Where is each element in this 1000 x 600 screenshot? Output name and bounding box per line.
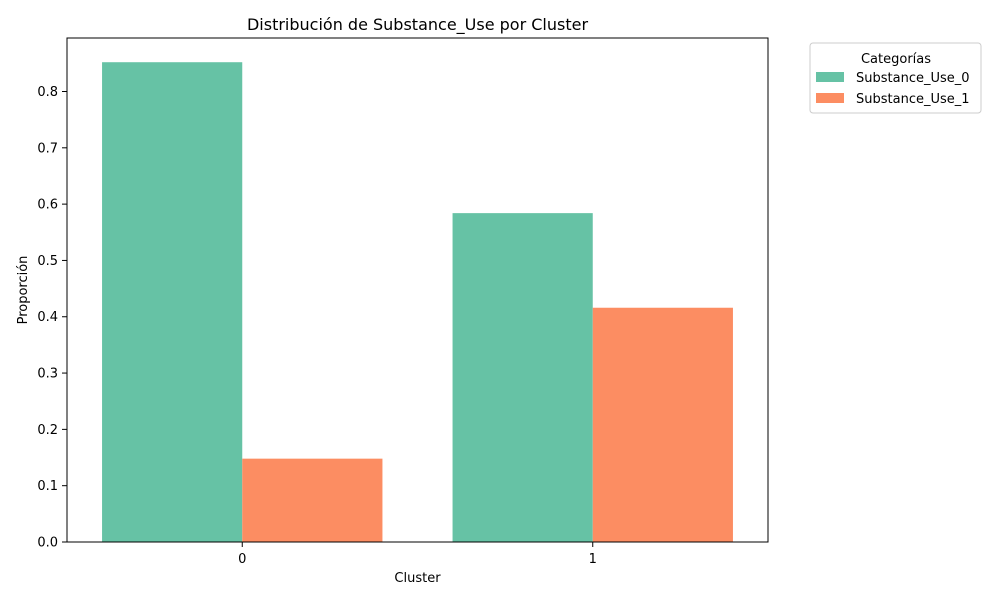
y-axis-label: Proporción bbox=[16, 256, 31, 325]
y-axis: 0.0 0.1 0.2 0.3 0.4 0.5 0.6 0.7 0.8 bbox=[37, 85, 67, 551]
bar-substance-use-0-cluster-1 bbox=[452, 213, 593, 542]
legend-swatch bbox=[816, 93, 844, 103]
chart-title: Distribución de Substance_Use por Cluste… bbox=[247, 15, 588, 35]
axes-frame bbox=[66, 37, 769, 543]
y-tick-label: 0.0 bbox=[37, 536, 58, 551]
bar-substance-use-0-cluster-0 bbox=[102, 62, 243, 542]
y-tick-label: 0.5 bbox=[37, 254, 58, 269]
y-tick-label: 0.6 bbox=[37, 198, 58, 213]
bar-substance-use-1-cluster-1 bbox=[592, 307, 733, 542]
y-tick-label: 0.1 bbox=[37, 479, 58, 494]
x-tick-label: 1 bbox=[589, 552, 597, 567]
bars-layer bbox=[102, 62, 733, 542]
legend-swatch bbox=[816, 72, 844, 82]
legend-label: Substance_Use_0 bbox=[856, 71, 970, 86]
legend-entries: Substance_Use_0 Substance_Use_1 bbox=[816, 71, 970, 107]
legend-label: Substance_Use_1 bbox=[856, 92, 970, 107]
bar-substance-use-1-cluster-0 bbox=[242, 458, 383, 542]
y-tick-label: 0.2 bbox=[37, 423, 58, 438]
legend-frame bbox=[809, 42, 982, 114]
x-axis-label: Cluster bbox=[394, 571, 441, 586]
y-tick-label: 0.4 bbox=[37, 310, 58, 325]
y-tick-label: 0.8 bbox=[37, 85, 58, 100]
legend: Categorías Substance_Use_0Substance_Use_… bbox=[809, 42, 982, 114]
legend-title: Categorías bbox=[861, 52, 931, 67]
x-tick-label: 0 bbox=[238, 552, 246, 567]
y-tick-label: 0.3 bbox=[37, 367, 58, 382]
y-tick-label: 0.7 bbox=[37, 141, 58, 156]
